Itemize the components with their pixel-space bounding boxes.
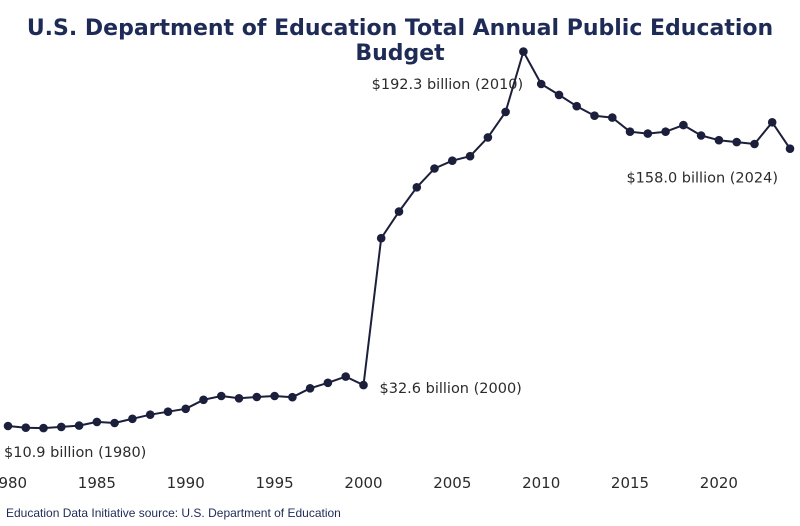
data-point-2007 [483,133,493,142]
data-point-1998 [323,378,333,388]
data-point-2023 [767,118,777,127]
data-point-2005 [448,156,457,165]
data-point-2021 [732,137,741,147]
annotations: $10.9 billion (1980) $32.6 billion (2000)… [4,77,778,461]
data-point-1991 [199,395,208,405]
data-point-1985 [92,417,102,427]
data-point-2004 [430,164,439,173]
data-point-1983 [57,422,66,432]
data-point-1984 [74,421,84,430]
data-point-1994 [252,392,262,402]
data-point-2011 [554,90,564,100]
x-tick-label-1995: 1995 [256,474,294,492]
data-point-2018 [679,120,688,130]
x-axis-ticks: 1980 1985 1990 1995 2000 2005 2010 2015 2020 [0,474,738,492]
data-point-2006 [465,151,475,161]
annotation-2010: $192.3 billion (2010) [372,77,524,93]
data-point-2014 [608,113,617,122]
x-tick-label-1980: 1980 [0,474,27,492]
data-point-2016 [643,129,653,138]
x-tick-label-2000: 2000 [344,474,382,492]
data-point-2013 [590,111,599,120]
x-tick-label-2020: 2020 [700,474,738,492]
data-point-1988 [145,410,155,420]
data-point-1997 [305,384,315,393]
data-point-2024 [785,144,795,153]
data-point-1981 [21,423,31,433]
x-tick-label-2015: 2015 [611,474,649,492]
source-note: Education Data Initiative source: U.S. D… [6,506,341,520]
data-point-1996 [288,392,297,402]
data-point-1989 [163,407,173,417]
annotation-2000: $32.6 billion (2000) [380,381,522,397]
data-point-2008 [501,107,510,117]
data-point-2000 [359,380,368,390]
x-tick-label-2005: 2005 [433,474,471,492]
data-point-1993 [234,394,244,403]
data-point-2019 [696,131,706,140]
data-point-1980 [3,421,13,431]
annotation-1980: $10.9 billion (1980) [4,445,146,461]
data-point-1992 [217,391,226,401]
data-point-2003 [412,183,422,192]
data-point-1990 [181,404,190,414]
series-layer [3,47,795,433]
series-line [7,50,791,430]
data-point-2002 [394,207,404,216]
data-point-2017 [661,127,670,136]
data-point-2020 [714,135,724,145]
data-point-1995 [270,391,279,401]
data-point-2010 [536,79,546,89]
data-point-1999 [341,372,351,381]
data-point-2009 [519,47,528,56]
data-point-2022 [750,139,759,149]
data-point-2001 [376,233,386,243]
data-point-1986 [110,418,119,428]
x-tick-label-2010: 2010 [522,474,560,492]
annotation-2024: $158.0 billion (2024) [626,171,778,187]
chart-title: U.S. Department of Education Total Annua… [26,16,774,66]
x-tick-label-1985: 1985 [78,474,116,492]
data-point-2012 [572,101,581,111]
x-tick-label-1990: 1990 [167,474,205,492]
data-point-2015 [625,127,635,136]
data-point-1982 [39,423,48,433]
data-point-1987 [128,414,137,424]
